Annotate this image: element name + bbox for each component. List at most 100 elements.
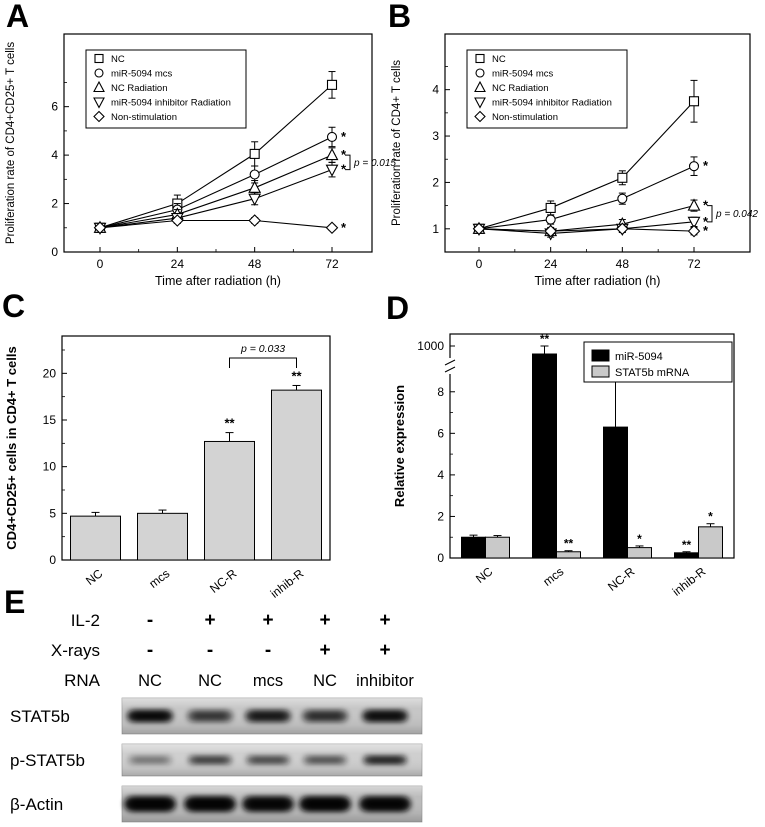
svg-text:*: * [703, 158, 709, 173]
svg-text:20: 20 [43, 366, 57, 380]
svg-text:2: 2 [437, 509, 444, 523]
svg-text:15: 15 [43, 413, 57, 427]
svg-text:**: ** [291, 368, 302, 383]
svg-text:NC Radiation: NC Radiation [111, 83, 168, 94]
svg-text:**: ** [564, 537, 574, 551]
svg-text:p = 0.042: p = 0.042 [715, 209, 758, 220]
svg-text:NC: NC [111, 54, 125, 65]
svg-text:72: 72 [687, 257, 701, 271]
svg-text:NC: NC [473, 564, 496, 586]
row-label: IL-2 [71, 611, 100, 630]
svg-text:*: * [703, 223, 709, 238]
svg-text:4: 4 [437, 468, 444, 482]
svg-text:miR-5094 inhibitor Radiation: miR-5094 inhibitor Radiation [111, 98, 231, 109]
bars: ** ** [70, 368, 322, 561]
x-axis-label: Time after radiation (h) [535, 274, 661, 288]
p-value-bracket: p = 0.015 [345, 154, 396, 171]
blot-label: STAT5b [10, 707, 70, 726]
panel-b-proliferation-line-chart: 1 2 3 4 0 24 48 72 Time after radiation (h) Proli… [391, 33, 758, 288]
bars: **** * *** [461, 332, 723, 559]
svg-text:3: 3 [432, 129, 439, 143]
svg-text:**: ** [540, 332, 550, 346]
svg-text:*: * [637, 532, 642, 546]
svg-text:0: 0 [49, 553, 56, 567]
series-mir-5094-mcs: * [94, 126, 347, 233]
svg-text:0: 0 [51, 245, 58, 259]
svg-text:-: - [147, 640, 153, 661]
svg-text:inhib-R: inhib-R [670, 564, 709, 599]
y-axis-label: Proliferation rate of CD4+ T cells [391, 60, 403, 226]
svg-text:+: + [204, 610, 215, 631]
treatment-rows: IL-2 - + + + + X-rays - - - + + RNA NC NC mcs NC inhibito… [51, 610, 415, 690]
svg-text:**: ** [682, 538, 692, 552]
p-value-bracket: p = 0.042 [707, 205, 758, 223]
svg-text:NC: NC [83, 566, 106, 588]
svg-text:-: - [147, 610, 153, 631]
panel-b-label: B [388, 0, 412, 34]
svg-text:miR-5094: miR-5094 [615, 351, 663, 363]
svg-text:Non-stimulation: Non-stimulation [492, 112, 558, 123]
series-non-stimulation: * [472, 222, 709, 238]
legend: miR-5094 STAT5b mRNA [583, 341, 733, 383]
svg-text:**: ** [224, 416, 235, 431]
svg-text:6: 6 [437, 426, 444, 440]
svg-text:miR-5094 mcs: miR-5094 mcs [111, 69, 172, 80]
axes: 1 2 3 4 0 24 48 72 Time after radiation (h) Proli… [391, 33, 751, 288]
svg-text:*: * [341, 147, 347, 162]
svg-text:NC: NC [492, 54, 506, 65]
panel-a-label: A [6, 0, 30, 34]
svg-text:STAT5b mRNA: STAT5b mRNA [615, 367, 690, 379]
blot-strip-0: STAT5b [10, 697, 423, 735]
svg-text:4: 4 [51, 148, 58, 162]
row-label: RNA [64, 671, 101, 690]
panel-d-label: D [386, 290, 410, 326]
blot-strip-1: p-STAT5b [10, 743, 423, 777]
svg-text:+: + [262, 610, 273, 631]
svg-text:+: + [379, 610, 390, 631]
svg-text:*: * [708, 510, 713, 524]
y-axis-label: CD4+CD25+ cells in CD4+ T cells [4, 346, 19, 549]
svg-text:+: + [319, 640, 330, 661]
svg-text:0: 0 [437, 551, 444, 565]
svg-text:48: 48 [616, 257, 630, 271]
svg-text:2: 2 [432, 175, 439, 189]
svg-text:6: 6 [51, 100, 58, 114]
svg-text:4: 4 [432, 83, 439, 97]
svg-text:*: * [341, 220, 347, 235]
svg-text:NC: NC [138, 672, 162, 690]
svg-text:*: * [341, 129, 347, 144]
svg-text:-: - [207, 640, 213, 661]
p-value-bracket: p = 0.033 [229, 343, 297, 368]
svg-text:*: * [703, 198, 709, 213]
svg-text:NC-R: NC-R [605, 564, 638, 594]
svg-text:miR-5094 mcs: miR-5094 mcs [492, 69, 553, 80]
svg-text:1: 1 [432, 222, 439, 236]
svg-text:*: * [341, 162, 347, 177]
svg-text:-: - [265, 640, 271, 661]
svg-text:2: 2 [51, 197, 58, 211]
panel-c-label: C [2, 288, 26, 324]
panel-e-label: E [4, 584, 26, 620]
svg-text:5: 5 [49, 506, 56, 520]
svg-text:NC: NC [198, 672, 222, 690]
blot-label: β-Actin [10, 795, 63, 814]
panel-c-cd4cd25-bar-chart: 0 5 10 15 20 CD4+CD25+ cells in CD4+ T cells N… [4, 335, 331, 601]
series-mir-5094-mcs: * [473, 156, 709, 234]
svg-text:10: 10 [43, 460, 57, 474]
svg-text:miR-5094 inhibitor Radiation: miR-5094 inhibitor Radiation [492, 98, 612, 109]
row-label: X-rays [51, 641, 100, 660]
svg-text:8: 8 [437, 385, 444, 399]
svg-text:72: 72 [325, 257, 339, 271]
svg-text:mcs: mcs [253, 672, 283, 690]
svg-text:NC Radiation: NC Radiation [492, 83, 549, 94]
svg-text:+: + [319, 610, 330, 631]
svg-text:Non-stimulation: Non-stimulation [111, 112, 177, 123]
x-axis-label: Time after radiation (h) [155, 274, 281, 288]
svg-text:0: 0 [476, 257, 483, 271]
y-axis-label: Relative expression [392, 385, 407, 507]
blot-label: p-STAT5b [10, 751, 85, 770]
svg-text:24: 24 [171, 257, 185, 271]
axis-break [444, 358, 456, 374]
